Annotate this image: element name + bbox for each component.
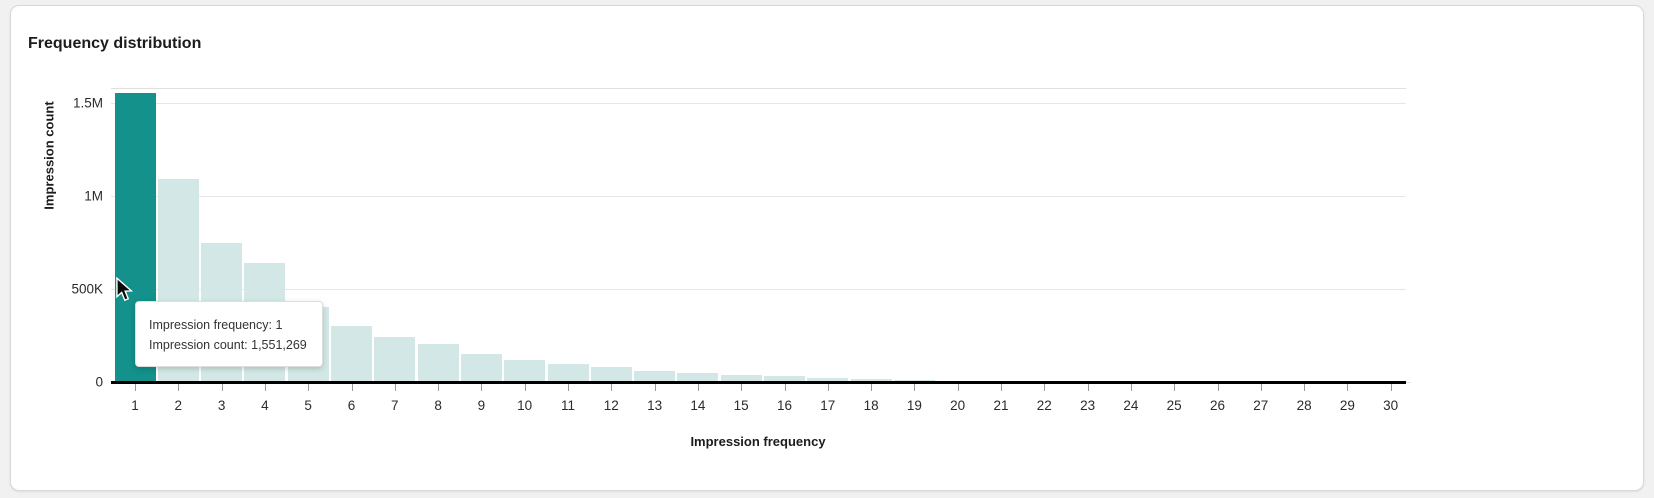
- x-tick-label: 11: [560, 398, 576, 413]
- bar-frequency-7[interactable]: [374, 337, 416, 382]
- x-tick-mark: [1260, 384, 1262, 391]
- y-tick-label: 500K: [71, 281, 103, 297]
- x-tick-label: 4: [261, 398, 269, 413]
- tooltip-count-line: Impression count: 1,551,269: [149, 338, 307, 352]
- x-tick-mark: [221, 384, 223, 391]
- x-tick-label: 1: [131, 398, 139, 413]
- bar-frequency-8[interactable]: [417, 343, 459, 382]
- x-tick-label: 14: [690, 398, 706, 413]
- x-tick-mark: [394, 384, 396, 391]
- x-tick-mark: [1001, 384, 1002, 391]
- x-tick-mark: [1304, 384, 1306, 391]
- x-tick-mark: [784, 384, 786, 391]
- x-tick-label: 17: [820, 398, 836, 413]
- tooltip-frequency-line: Impression frequency: 1: [149, 318, 283, 332]
- x-tick-mark: [871, 384, 873, 391]
- x-tick-mark: [351, 384, 353, 391]
- x-tick-label: 15: [733, 398, 749, 413]
- y-tick-label: 1M: [84, 188, 103, 204]
- bar-frequency-14[interactable]: [677, 373, 719, 382]
- x-tick-label: 13: [647, 398, 663, 413]
- x-tick-mark: [524, 384, 526, 391]
- bar-frequency-12[interactable]: [590, 366, 632, 382]
- x-tick-label: 18: [863, 398, 879, 413]
- y-tick-label: 0: [95, 374, 103, 390]
- x-tick-label: 28: [1296, 398, 1312, 413]
- bar-frequency-19[interactable]: [893, 379, 935, 382]
- bar-frequency-6[interactable]: [331, 326, 372, 382]
- x-tick-mark: [611, 384, 613, 391]
- x-tick-label: 23: [1080, 398, 1096, 413]
- x-tick-label: 7: [391, 398, 399, 413]
- x-tick-label: 26: [1209, 398, 1226, 413]
- x-tick-label: 2: [174, 398, 183, 413]
- bar-frequency-15[interactable]: [720, 374, 762, 382]
- x-tick-label: 8: [434, 398, 442, 413]
- x-tick-mark: [308, 384, 310, 391]
- y-tick-label: 1.5M: [72, 95, 103, 111]
- gridline: [111, 195, 1406, 197]
- x-tick-label: 6: [347, 398, 356, 413]
- x-axis-line: [111, 381, 1406, 384]
- bar-frequency-16[interactable]: [764, 376, 805, 382]
- x-tick-label: 27: [1253, 398, 1269, 413]
- x-tick-mark: [481, 384, 483, 391]
- x-tick-mark: [135, 384, 136, 391]
- x-tick-label: 21: [993, 398, 1009, 413]
- bar-frequency-11[interactable]: [547, 364, 589, 382]
- x-tick-mark: [1347, 384, 1349, 391]
- x-tick-mark: [438, 384, 440, 391]
- x-tick-label: 16: [776, 398, 793, 413]
- x-tick-mark: [1087, 384, 1089, 391]
- bar-frequency-17[interactable]: [807, 377, 849, 382]
- x-tick-mark: [1217, 384, 1219, 391]
- x-tick-label: 29: [1339, 398, 1355, 413]
- x-tick-label: 10: [517, 398, 533, 413]
- x-tick-mark: [1130, 384, 1132, 391]
- x-tick-mark: [1174, 384, 1176, 391]
- x-tick-label: 30: [1383, 398, 1399, 413]
- bar-frequency-10[interactable]: [504, 359, 546, 382]
- chart-title: Frequency distribution: [28, 35, 202, 52]
- bar-frequency-18[interactable]: [850, 379, 892, 382]
- gridline: [111, 102, 1406, 104]
- x-tick-label: 12: [603, 398, 619, 413]
- plot-top-border: [111, 88, 1406, 89]
- x-tick-mark: [1044, 384, 1046, 391]
- x-tick-label: 24: [1123, 398, 1139, 413]
- x-tick-label: 19: [906, 398, 922, 413]
- x-tick-mark: [568, 384, 569, 391]
- frequency-distribution-card: Frequency distribution Impression count …: [10, 5, 1644, 491]
- x-tick-mark: [1390, 384, 1392, 391]
- gridline: [111, 288, 1406, 290]
- x-tick-mark: [914, 384, 916, 391]
- x-tick-mark: [178, 384, 180, 391]
- chart-tooltip: Impression frequency: 1 Impression count…: [135, 301, 323, 367]
- x-tick-label: 25: [1166, 398, 1182, 413]
- bar-frequency-9[interactable]: [460, 354, 502, 382]
- x-tick-label: 5: [304, 398, 312, 413]
- bar-frequency-13[interactable]: [634, 370, 676, 382]
- x-tick-mark: [827, 384, 829, 391]
- x-tick-mark: [654, 384, 656, 391]
- x-axis-title: Impression frequency: [690, 434, 826, 449]
- x-tick-mark: [697, 384, 699, 391]
- x-tick-mark: [264, 384, 266, 391]
- x-tick-label: 20: [950, 398, 966, 413]
- x-tick-label: 22: [1036, 398, 1052, 413]
- x-tick-label: 9: [477, 398, 486, 413]
- x-tick-mark: [741, 384, 743, 391]
- x-tick-mark: [957, 384, 959, 391]
- x-tick-label: 3: [217, 398, 226, 413]
